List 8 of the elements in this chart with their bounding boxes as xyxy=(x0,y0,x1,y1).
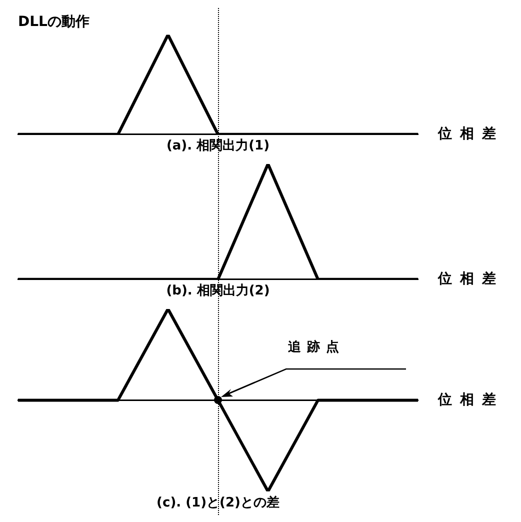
text: (b). 相関出力(2) xyxy=(166,284,270,299)
x-axis-title: 位相差 xyxy=(437,392,504,408)
annotation: 追跡点 xyxy=(287,339,345,356)
chart-title: DLLの動作 xyxy=(18,14,90,30)
x-axis-title: 位相差 xyxy=(437,126,504,142)
text: (a). 相関出力(1) xyxy=(166,138,270,154)
x-axis-title: 位相差 xyxy=(437,271,504,288)
text: (c). (1)と(2)との差 xyxy=(156,496,280,511)
